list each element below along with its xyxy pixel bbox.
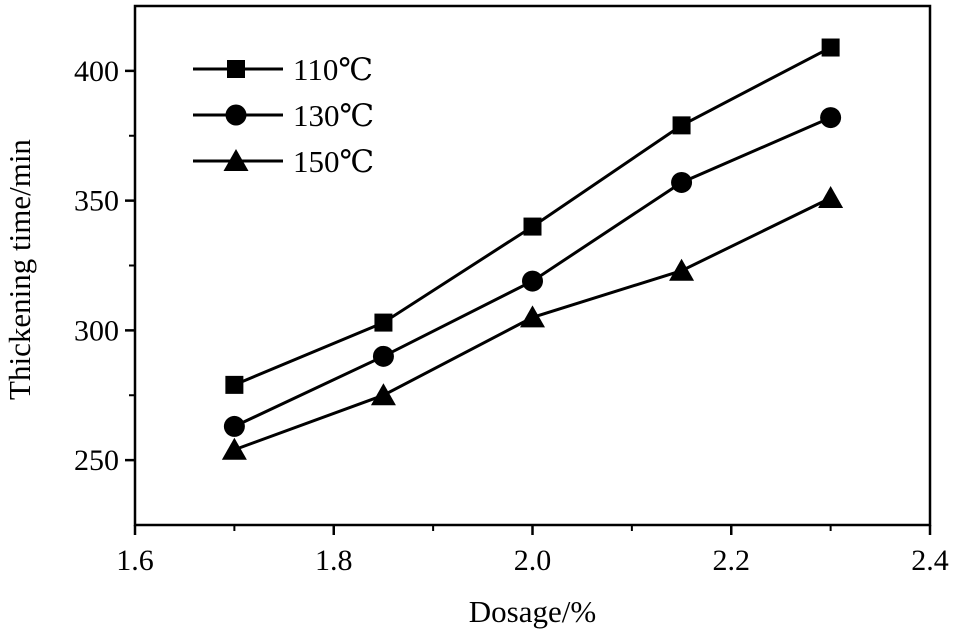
data-point <box>821 38 840 57</box>
axes: 1.6 1.8 2.0 2.2 2.4 250 300 350 400 <box>74 4 949 577</box>
data-point <box>818 186 844 209</box>
y-tick-label: 400 <box>74 55 119 88</box>
series-layer <box>221 38 844 460</box>
legend-marker <box>227 60 245 78</box>
legend-label: 130℃ <box>293 98 374 133</box>
x-tick-label: 2.2 <box>713 544 751 577</box>
data-point <box>221 437 247 460</box>
legend-marker <box>223 149 249 171</box>
data-point <box>522 270 543 292</box>
data-point <box>520 305 545 328</box>
data-point <box>223 415 245 437</box>
x-axis-title: Dosage/% <box>469 594 596 629</box>
series-2 <box>221 186 844 460</box>
data-point <box>820 107 842 129</box>
legend-label: 110℃ <box>293 52 373 87</box>
data-point <box>669 258 695 281</box>
legend-item-0: 110℃ <box>193 52 373 87</box>
data-point <box>671 171 693 193</box>
legend: 110℃ 130℃ 150℃ <box>193 52 374 179</box>
x-tick-label: 2.0 <box>514 544 552 577</box>
legend-item-1: 130℃ <box>193 98 374 133</box>
legend-item-2: 150℃ <box>193 144 374 179</box>
y-axis-title: Thickening time/min <box>2 139 37 400</box>
y-tick-label: 350 <box>74 185 119 218</box>
legend-marker <box>225 104 247 126</box>
x-tick-label: 1.6 <box>116 544 154 577</box>
legend-label: 150℃ <box>293 144 374 179</box>
series-1 <box>223 107 842 437</box>
x-tick-label: 1.8 <box>315 544 353 577</box>
data-point <box>374 313 393 332</box>
data-point <box>523 217 542 236</box>
series-0 <box>225 38 840 394</box>
data-point <box>225 375 244 394</box>
data-point <box>672 116 691 135</box>
data-point <box>372 345 394 367</box>
plot-frame <box>133 4 932 527</box>
data-point <box>370 383 396 406</box>
y-tick-label: 250 <box>74 444 119 477</box>
y-tick-label: 300 <box>74 314 119 347</box>
x-tick-label: 2.4 <box>911 544 949 577</box>
